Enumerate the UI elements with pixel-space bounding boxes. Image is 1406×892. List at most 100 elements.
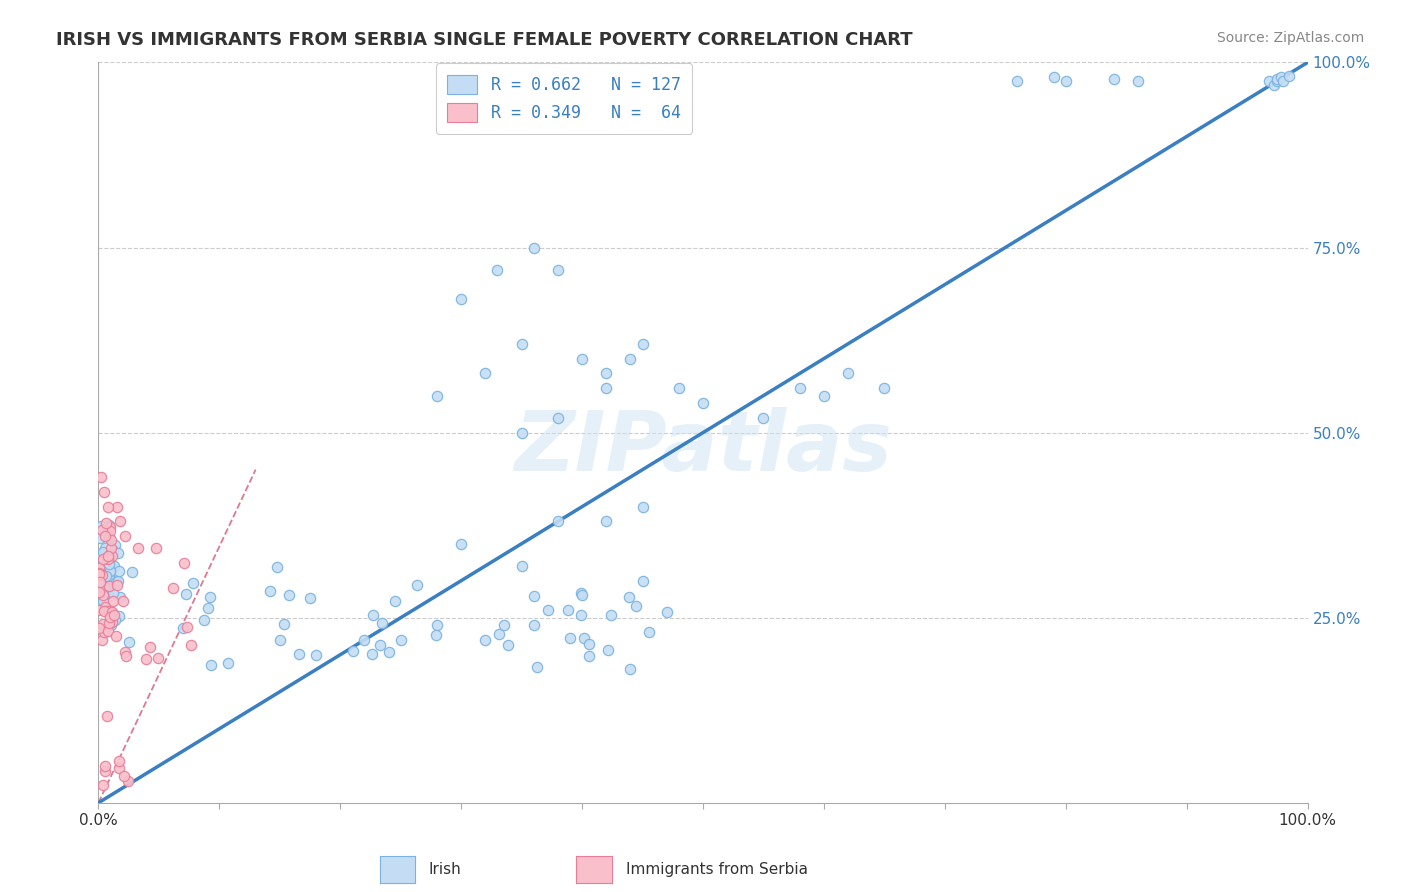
Point — [560, 631, 582, 645]
Point — [89, 561, 111, 575]
Point — [494, 618, 516, 632]
Point — [97, 552, 120, 566]
Point — [368, 638, 391, 652]
Point — [100, 618, 122, 632]
Point — [96, 624, 118, 639]
Point — [474, 367, 496, 381]
Point — [93, 544, 115, 558]
Point — [107, 574, 129, 589]
Point — [287, 647, 309, 661]
Point — [162, 581, 184, 595]
Point — [510, 425, 533, 440]
Point — [1278, 69, 1301, 83]
Point — [578, 638, 600, 652]
Point — [193, 614, 215, 628]
Point — [97, 604, 120, 618]
Point — [526, 660, 548, 674]
Point — [595, 367, 617, 381]
Point — [305, 648, 328, 662]
Point — [90, 470, 112, 484]
Point — [94, 764, 117, 778]
Point — [87, 575, 110, 590]
Point — [873, 381, 896, 395]
Point — [173, 556, 195, 570]
Point — [406, 578, 429, 592]
Point — [278, 588, 301, 602]
Point — [89, 566, 111, 581]
Point — [89, 531, 111, 545]
Point — [98, 524, 121, 538]
Point — [361, 647, 384, 661]
Point — [378, 645, 401, 659]
Point — [1007, 74, 1029, 88]
Point — [523, 618, 546, 632]
Point — [486, 262, 509, 277]
Point — [488, 627, 510, 641]
Point — [180, 638, 202, 652]
Point — [200, 657, 222, 672]
Point — [668, 381, 690, 395]
Point — [100, 604, 122, 618]
Point — [176, 587, 198, 601]
Point — [108, 754, 131, 768]
Point — [114, 529, 136, 543]
Point — [105, 500, 128, 514]
Point — [498, 638, 520, 652]
Point — [523, 240, 546, 255]
Point — [1267, 74, 1289, 88]
Point — [115, 648, 138, 663]
Point — [94, 759, 117, 773]
Point — [105, 578, 128, 592]
Point — [94, 529, 117, 543]
Point — [619, 662, 641, 676]
Point — [631, 500, 654, 514]
Point — [624, 599, 647, 613]
Point — [266, 559, 288, 574]
Point — [96, 524, 118, 538]
Point — [384, 594, 406, 608]
Point — [97, 579, 120, 593]
Point — [96, 709, 118, 723]
Point — [342, 643, 364, 657]
Point — [107, 546, 129, 560]
Point — [217, 656, 239, 670]
Legend: R = 0.662   N = 127, R = 0.349   N =  64: R = 0.662 N = 127, R = 0.349 N = 64 — [436, 63, 692, 134]
Point — [87, 603, 110, 617]
Point — [100, 533, 122, 548]
Point — [598, 642, 620, 657]
Point — [93, 541, 115, 556]
Point — [789, 381, 811, 395]
Point — [1054, 74, 1077, 88]
Point — [90, 519, 112, 533]
Point — [108, 590, 131, 604]
Point — [523, 589, 546, 603]
Point — [299, 591, 322, 606]
Point — [93, 604, 115, 618]
Point — [617, 590, 640, 604]
Point — [547, 262, 569, 277]
Point — [631, 574, 654, 588]
Point — [1042, 70, 1064, 85]
Point — [752, 410, 775, 425]
Point — [595, 381, 617, 395]
Point — [89, 599, 111, 614]
Point — [572, 631, 595, 645]
Point — [101, 549, 124, 563]
Point — [91, 568, 114, 582]
Point — [97, 585, 120, 599]
Point — [1257, 74, 1279, 88]
Point — [108, 515, 131, 529]
Point — [361, 607, 384, 622]
Point — [94, 600, 117, 615]
Point — [98, 519, 121, 533]
Point — [1263, 78, 1285, 92]
Point — [273, 616, 295, 631]
Point — [93, 580, 115, 594]
Point — [97, 549, 120, 563]
Point — [370, 616, 392, 631]
Point — [97, 551, 120, 566]
Point — [100, 541, 122, 556]
Point — [104, 538, 127, 552]
Point — [638, 625, 661, 640]
Text: Source: ZipAtlas.com: Source: ZipAtlas.com — [1216, 31, 1364, 45]
